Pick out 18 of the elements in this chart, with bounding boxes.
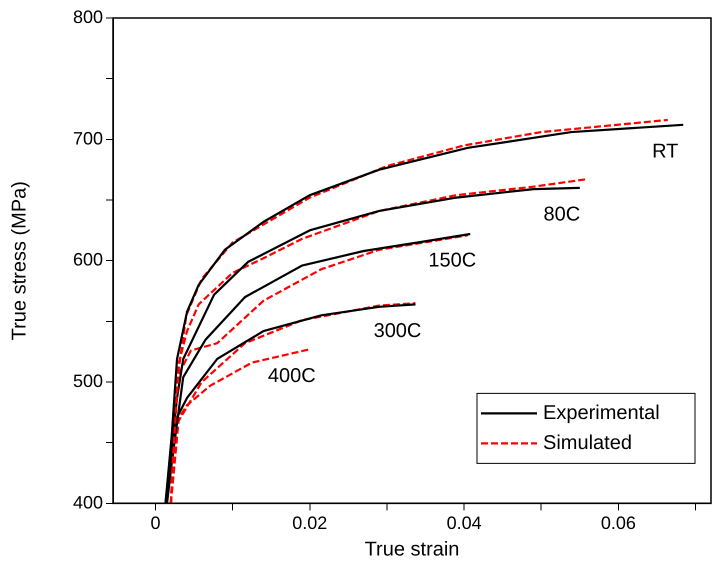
x-axis-title: True strain bbox=[364, 538, 460, 561]
y-tick-label: 500 bbox=[72, 371, 103, 392]
annotation: 150C bbox=[428, 250, 476, 272]
y-tick-label: 800 bbox=[72, 6, 103, 27]
annotation: RT bbox=[652, 140, 678, 162]
x-tick-label: 0.04 bbox=[446, 513, 482, 534]
x-tick-label: 0.06 bbox=[600, 513, 636, 534]
annotation: 400C bbox=[268, 364, 316, 387]
y-tick-label: 700 bbox=[72, 128, 103, 148]
legend-label: Simulated bbox=[543, 432, 632, 454]
legend-label: Experimental bbox=[543, 402, 660, 424]
x-tick-label: 0.02 bbox=[292, 513, 328, 534]
y-tick-label: 400 bbox=[72, 492, 103, 512]
x-tick-label: 0 bbox=[150, 513, 160, 534]
y-tick-label: 600 bbox=[72, 250, 103, 270]
y-axis-title: True stress (MPa) bbox=[8, 181, 31, 340]
annotation: 300C bbox=[374, 320, 422, 342]
annotation: 80C bbox=[543, 203, 580, 226]
